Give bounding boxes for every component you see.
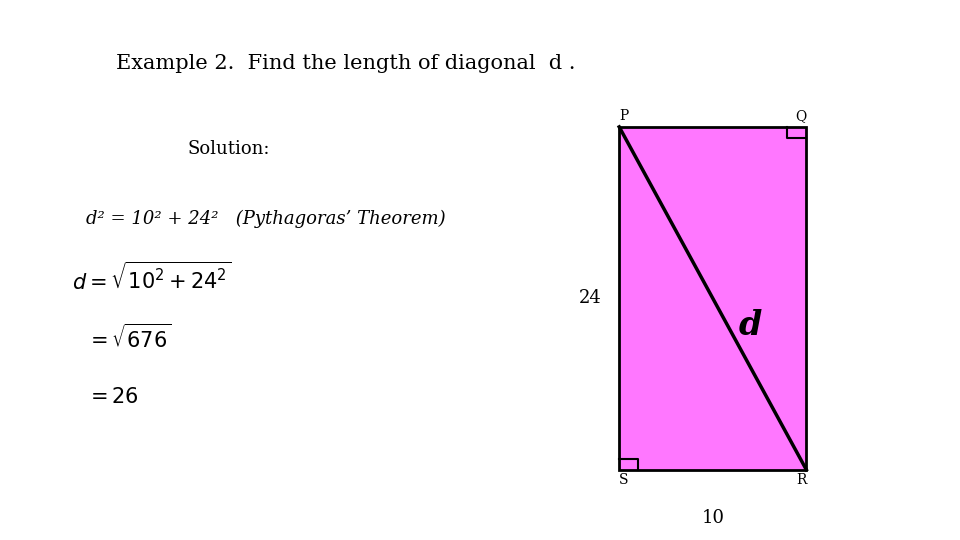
Text: Q: Q bbox=[795, 110, 806, 124]
Text: S: S bbox=[619, 473, 629, 487]
Bar bbox=[619, 127, 806, 470]
Text: $= 26$: $= 26$ bbox=[86, 387, 139, 407]
Text: d² = 10² + 24²   (Pythagoras’ Theorem): d² = 10² + 24² (Pythagoras’ Theorem) bbox=[86, 210, 446, 228]
Text: P: P bbox=[619, 110, 629, 124]
Text: 24: 24 bbox=[579, 289, 602, 307]
Text: 10: 10 bbox=[702, 509, 724, 526]
Text: $= \sqrt{676}$: $= \sqrt{676}$ bbox=[86, 323, 172, 352]
Text: Example 2.  Find the length of diagonal  d .: Example 2. Find the length of diagonal d… bbox=[116, 54, 575, 73]
Text: Solution:: Solution: bbox=[187, 139, 270, 158]
Text: $d = \sqrt{10^2 + 24^2}$: $d = \sqrt{10^2 + 24^2}$ bbox=[72, 262, 231, 294]
Text: d: d bbox=[738, 309, 762, 342]
Text: R: R bbox=[796, 473, 806, 487]
